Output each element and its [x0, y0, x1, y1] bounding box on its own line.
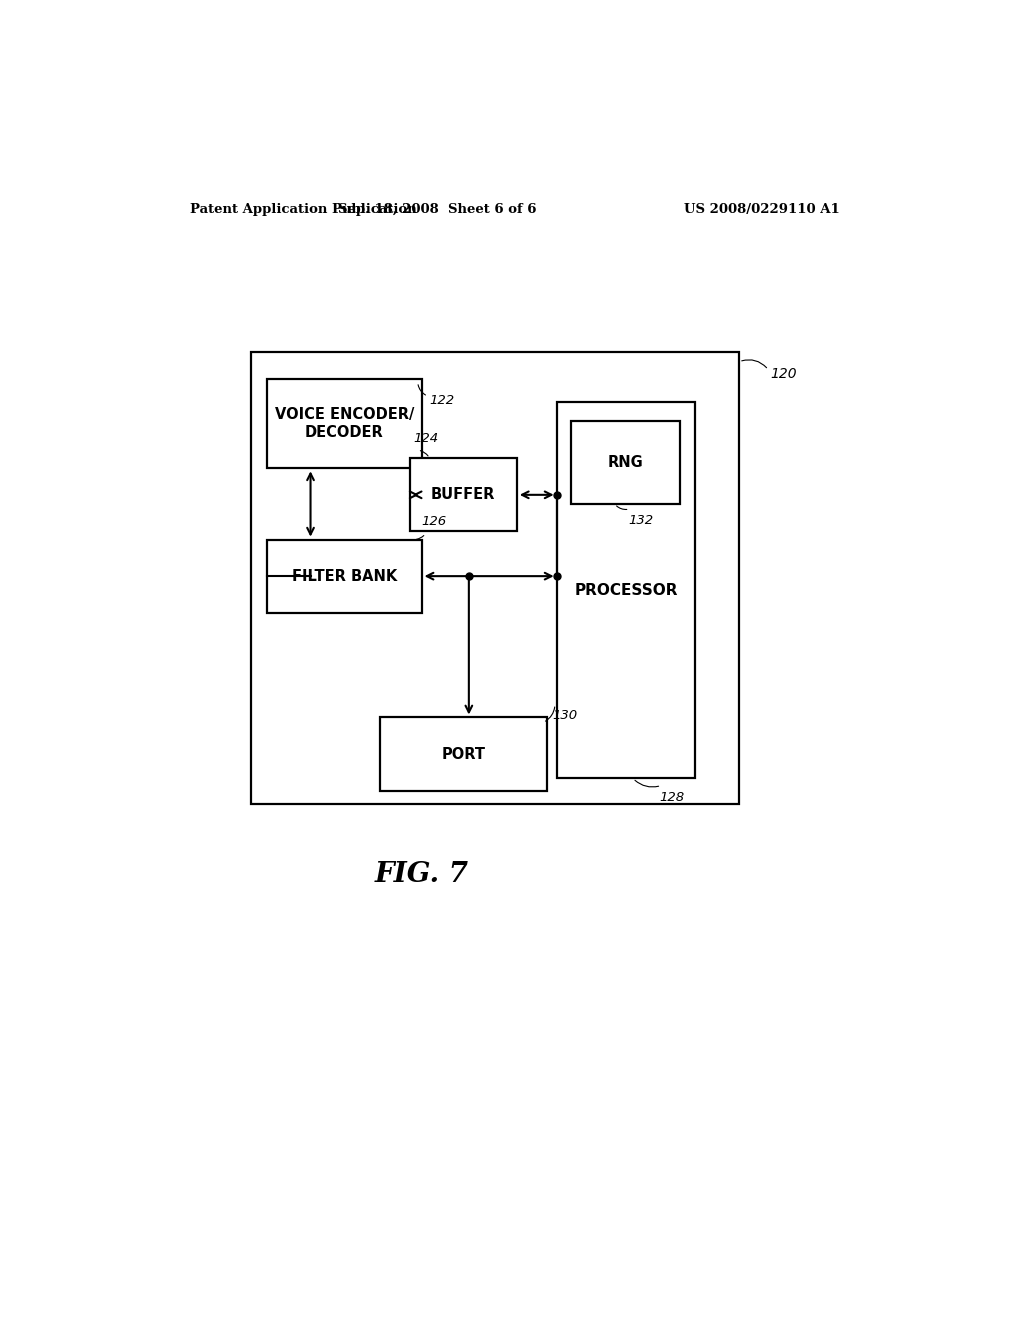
Text: PROCESSOR: PROCESSOR — [574, 583, 678, 598]
Text: 120: 120 — [771, 367, 798, 380]
Text: 122: 122 — [430, 395, 455, 407]
Bar — [557, 403, 695, 779]
Bar — [251, 351, 739, 804]
Bar — [570, 421, 680, 504]
Text: US 2008/0229110 A1: US 2008/0229110 A1 — [684, 203, 840, 215]
Bar — [267, 379, 422, 469]
Text: Sep. 18, 2008  Sheet 6 of 6: Sep. 18, 2008 Sheet 6 of 6 — [338, 203, 537, 215]
Text: 126: 126 — [422, 515, 446, 528]
Text: 132: 132 — [628, 515, 653, 527]
Text: RNG: RNG — [607, 455, 643, 470]
Text: FIG. 7: FIG. 7 — [375, 862, 469, 888]
Text: VOICE ENCODER/
DECODER: VOICE ENCODER/ DECODER — [274, 408, 414, 440]
Text: 130: 130 — [553, 709, 578, 722]
Text: FILTER BANK: FILTER BANK — [292, 569, 397, 583]
Text: BUFFER: BUFFER — [431, 487, 496, 503]
Text: PORT: PORT — [441, 747, 485, 762]
Text: 128: 128 — [659, 791, 685, 804]
Text: Patent Application Publication: Patent Application Publication — [189, 203, 417, 215]
Bar — [267, 540, 422, 612]
Text: 124: 124 — [414, 432, 439, 445]
Bar — [410, 458, 517, 532]
Bar — [380, 718, 547, 791]
